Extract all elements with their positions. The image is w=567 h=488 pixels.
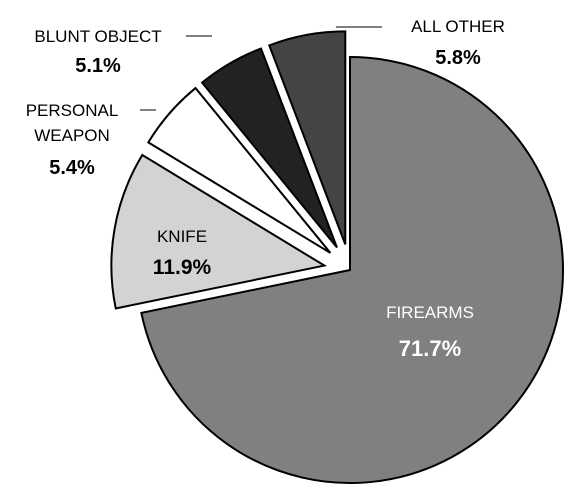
slice-label-all-other: ALL OTHER [411, 17, 505, 36]
pie-slice-firearms [140, 55, 564, 484]
pie-slices [110, 30, 564, 484]
slice-label-blunt-object: BLUNT OBJECT [34, 27, 161, 46]
pie-slice-blunt-object [200, 47, 338, 249]
pie-slice-personal-weapon [146, 86, 332, 254]
pie-slice-all-other [268, 30, 347, 245]
slice-label-firearms: FIREARMS [386, 303, 474, 322]
slice-value-knife: 11.9% [153, 256, 212, 279]
slice-label-knife: KNIFE [157, 227, 207, 246]
slice-label-personal-weapon: PERSONAL WEAPON [26, 101, 119, 145]
pie-slice-knife [110, 153, 328, 310]
leader-lines [140, 26, 382, 111]
slice-value-firearms: 71.7% [399, 336, 461, 361]
slice-value-personal-weapon: 5.4% [49, 157, 95, 179]
slice-value-all-other: 5.8% [435, 47, 481, 69]
slice-labels: FIREARMS 71.7% KNIFE 11.9% PERSONAL WEAPON 5.4… [26, 17, 505, 361]
slice-value-blunt-object: 5.1% [75, 55, 121, 77]
